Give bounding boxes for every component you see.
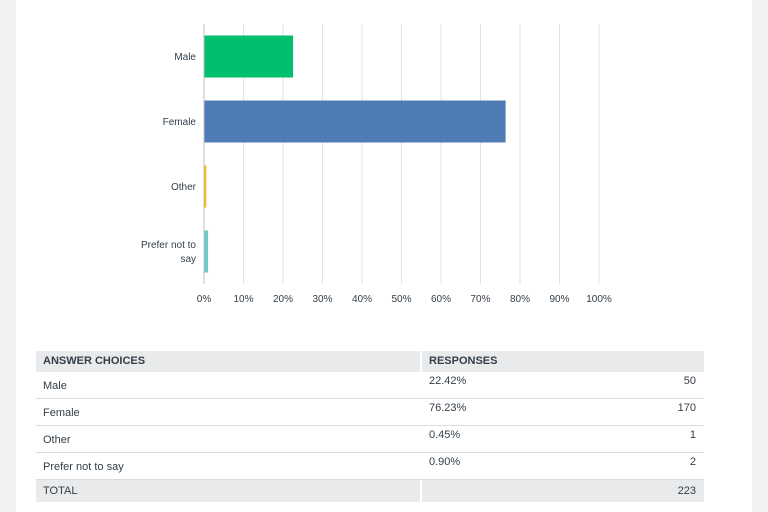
answer-choice: Male — [43, 380, 67, 392]
table-row: Female 76.23% 170 — [36, 399, 704, 426]
x-tick-label: 80% — [510, 294, 530, 305]
response-count: 2 — [689, 456, 696, 468]
column-divider — [420, 351, 422, 372]
total-label: TOTAL — [43, 485, 78, 497]
bar-chart: Male Female Other Prefer not to say 0% 10% 20%… — [141, 24, 612, 305]
bar — [204, 100, 506, 143]
answer-choice: Prefer not to say — [43, 461, 124, 473]
header-responses: RESPONSES — [429, 355, 498, 367]
response-count: 1 — [689, 429, 696, 441]
x-tick-label: 0% — [197, 294, 212, 305]
x-axis-ticks: 0% 10% 20% 30% 40% 50% 60% 70% 80% 90% 100% — [197, 294, 612, 305]
category-label: Other — [171, 182, 197, 193]
x-tick-label: 40% — [352, 294, 372, 305]
response-percent: 0.90% — [429, 456, 461, 468]
table-row: Male 22.42% 50 — [36, 372, 704, 399]
category-label: Prefer not to — [141, 240, 196, 251]
x-tick-label: 60% — [431, 294, 451, 305]
x-tick-label: 10% — [233, 294, 253, 305]
total-row: TOTAL 223 — [36, 480, 704, 502]
response-count: 50 — [683, 375, 696, 387]
table-row: Other 0.45% 1 — [36, 426, 704, 453]
x-tick-label: 70% — [470, 294, 490, 305]
x-tick-label: 20% — [273, 294, 293, 305]
x-tick-label: 50% — [391, 294, 411, 305]
total-count: 223 — [677, 485, 696, 497]
answer-choice: Other — [43, 434, 71, 446]
column-divider — [420, 480, 422, 502]
table-row: Prefer not to say 0.90% 2 — [36, 453, 704, 480]
category-labels: Male Female Other Prefer not to say — [141, 52, 197, 265]
bar — [204, 35, 294, 78]
category-label: Male — [174, 52, 196, 63]
table-header: ANSWER CHOICES RESPONSES — [36, 351, 704, 372]
category-label: say — [180, 254, 196, 265]
response-percent: 76.23% — [429, 402, 467, 414]
chart-bars — [204, 35, 506, 273]
response-percent: 22.42% — [429, 375, 467, 387]
answer-choice: Female — [43, 407, 80, 419]
category-label: Female — [163, 117, 197, 128]
results-table: ANSWER CHOICES RESPONSES Male 22.42% 50 … — [36, 351, 704, 502]
x-tick-label: 100% — [586, 294, 612, 305]
bar — [204, 165, 207, 208]
x-tick-label: 90% — [549, 294, 569, 305]
header-answer-choices: ANSWER CHOICES — [43, 355, 146, 367]
response-percent: 0.45% — [429, 429, 461, 441]
bar — [204, 230, 209, 273]
response-count: 170 — [677, 402, 696, 414]
x-tick-label: 30% — [312, 294, 332, 305]
